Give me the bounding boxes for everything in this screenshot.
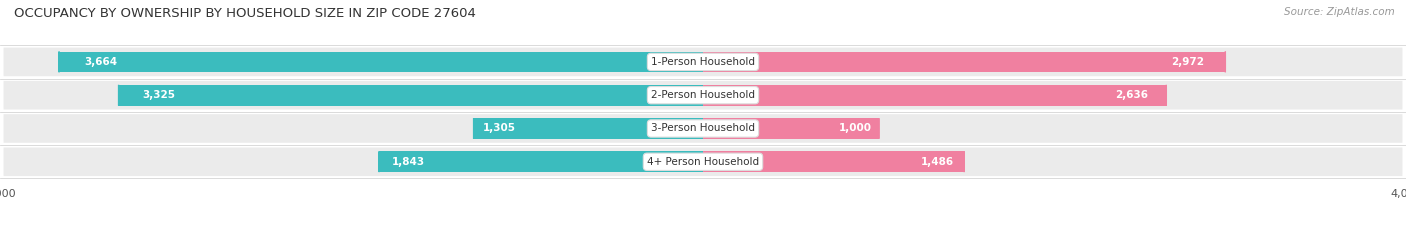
Text: 3-Person Household: 3-Person Household [651, 123, 755, 134]
Text: 1-Person Household: 1-Person Household [651, 57, 755, 67]
Text: 1,486: 1,486 [921, 157, 953, 167]
Bar [380, 151, 703, 172]
Text: 1,000: 1,000 [839, 123, 872, 134]
Text: 2-Person Household: 2-Person Household [651, 90, 755, 100]
FancyBboxPatch shape [3, 81, 1403, 110]
Text: 2,636: 2,636 [1115, 90, 1147, 100]
Text: 1,843: 1,843 [392, 157, 425, 167]
Text: Source: ZipAtlas.com: Source: ZipAtlas.com [1284, 7, 1395, 17]
FancyBboxPatch shape [3, 114, 1403, 143]
FancyBboxPatch shape [3, 48, 1403, 76]
Bar [703, 51, 1226, 72]
FancyBboxPatch shape [3, 147, 1403, 176]
Text: OCCUPANCY BY OWNERSHIP BY HOUSEHOLD SIZE IN ZIP CODE 27604: OCCUPANCY BY OWNERSHIP BY HOUSEHOLD SIZE… [14, 7, 477, 20]
Bar [474, 118, 703, 139]
Bar [118, 85, 703, 106]
Bar [703, 151, 965, 172]
Text: 3,325: 3,325 [142, 90, 174, 100]
Text: 1,305: 1,305 [482, 123, 516, 134]
Bar [703, 85, 1167, 106]
Bar [703, 118, 879, 139]
Text: 2,972: 2,972 [1171, 57, 1205, 67]
Text: 3,664: 3,664 [84, 57, 118, 67]
Text: 4+ Person Household: 4+ Person Household [647, 157, 759, 167]
Bar [59, 51, 703, 72]
